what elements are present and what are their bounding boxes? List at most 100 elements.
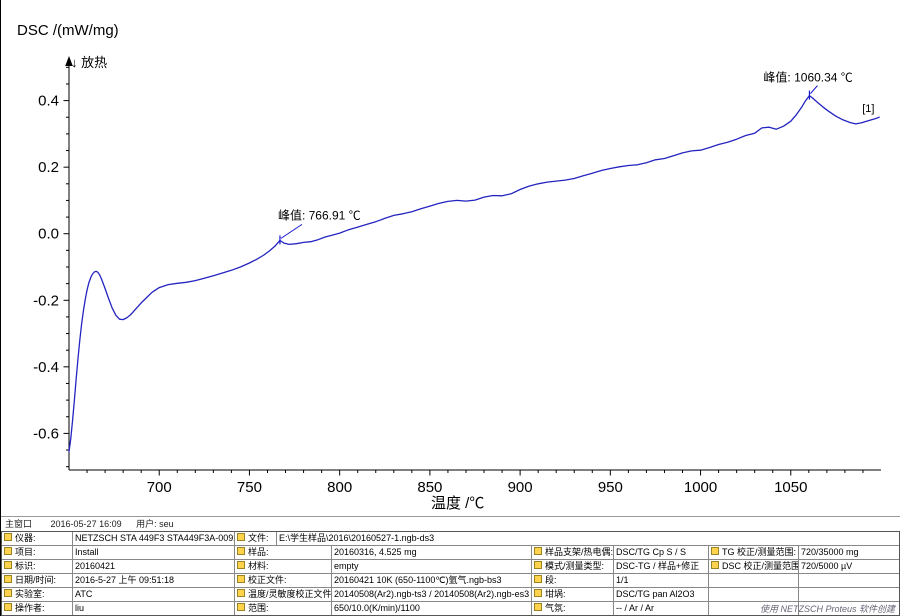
software-credit: 使用 NETZSCH Proteus 软件创建 [759,604,895,614]
footer-row: 项目: Install 样品: 20160316, 4.525 mg 样品支架/… [2,545,899,559]
field-value: DSC/TG Cp S / S [613,546,708,559]
dsc-chart: 700 750 800 850 900 950 1000 1050 0.4 0.2 0.0 -0.2 -… [33,56,881,496]
file-value: E:\学生样品\2016\20160527-1.ngb-ds3 [276,532,899,545]
field-label-cell: 材料: [234,560,331,573]
field-icon [4,533,12,541]
peak-leader-line [280,223,303,239]
field-label-cell [708,574,798,587]
field-label-cell: 项目: [2,546,72,559]
field-value: -- / Ar / Ar [613,602,708,615]
field-label-cell: 校正文件: [234,574,331,587]
field-icon [4,547,12,555]
field-label: 材料: [248,561,269,571]
field-label-cell: 温度/灵敏度校正文件: [234,588,331,601]
field-icon [711,561,719,569]
field-value: 720/5000 µV [798,560,899,573]
footer-row: 实验室: ATC 温度/灵敏度校正文件: 20140508(Ar2).ngb-t… [2,587,899,601]
field-value: 650/10.0(K/min)/1100 [331,602,531,615]
footer-header-row: 仪器: NETZSCH STA 449F3 STA449F3A-0092-M 文… [2,532,899,545]
y-tick-label: 0.0 [38,226,59,243]
field-icon [237,561,245,569]
field-value: 1/1 [613,574,708,587]
field-value: 20160316, 4.525 mg [331,546,531,559]
field-label: 样品支架/热电偶: [545,547,613,557]
field-icon [534,603,542,611]
field-label: 范围: [248,603,269,613]
field-label: 标识: [15,561,36,571]
field-label: 校正文件: [248,575,287,585]
footer-row: 日期/时间: 2016-5-27 上午 09:51:18 校正文件: 20160… [2,573,899,587]
field-label-cell [708,588,798,601]
instrument-label-cell: 仪器: [2,532,72,545]
field-label: 温度/灵敏度校正文件: [248,589,331,599]
field-icon [711,547,719,555]
y-axis-title: DSC /(mW/mg) [17,22,119,39]
y-tick-label: 0.2 [38,159,59,176]
field-label: 操作者: [15,603,45,613]
field-value: ATC [72,588,234,601]
field-icon [237,603,245,611]
curve-index-label: [1] [862,103,874,115]
status-window-label: 主窗口 [5,519,33,529]
field-label-cell: 范围: [234,602,331,615]
field-value: empty [331,560,531,573]
field-icon [237,547,245,555]
field-label-cell: TG 校正/测量范围: [708,546,798,559]
field-icon [4,603,12,611]
x-tick-label: 1050 [774,479,807,496]
field-value [798,602,899,615]
y-tick-label: -0.6 [33,425,59,442]
field-label-cell: 模式/测量类型: [531,560,613,573]
instrument-value: NETZSCH STA 449F3 STA449F3A-0092-M [72,532,234,545]
status-timestamp: 2016-05-27 16:09 [50,519,122,529]
x-tick-label: 700 [147,479,172,496]
field-value: liu [72,602,234,615]
peak-leader-line [810,85,818,94]
y-tick-label: 0.4 [38,93,59,110]
field-value: 20160421 [72,560,234,573]
field-label-cell: 操作者: [2,602,72,615]
field-label: 仪器: [15,533,36,543]
field-label: 模式/测量类型: [545,561,605,571]
file-label-cell: 文件: [234,532,276,545]
field-label: 实验室: [15,589,45,599]
x-tick-label: 950 [598,479,623,496]
x-tick-label: 850 [417,479,442,496]
field-value [798,574,899,587]
field-label-cell: 日期/时间: [2,574,72,587]
field-value: 720/35000 mg [798,546,899,559]
field-label-cell: 样品: [234,546,331,559]
field-value: DSC-TG / 样品+修正 [613,560,708,573]
status-user: 用户: seu [136,519,174,529]
field-value: 20140508(Ar2).ngb-ts3 / 20140508(Ar2).ng… [331,588,531,601]
field-icon [237,575,245,583]
x-tick-label: 750 [237,479,262,496]
peak-annotation-label: 峰值: 766.91 ℃ [278,207,361,222]
dsc-curve [68,94,880,453]
field-icon [237,589,245,597]
status-bar: 主窗口 2016-05-27 16:09 用户: seu [1,516,900,531]
field-icon [4,589,12,597]
exo-direction-label: ↓ 放热 [71,55,108,70]
x-tick-label: 1000 [684,479,717,496]
field-value: Install [72,546,234,559]
peak-annotation-label: 峰值: 1060.34 ℃ [763,70,852,85]
field-label: 段: [545,575,557,585]
field-value: 20160421 10K (650-1100℃)氩气.ngb-bs3 [331,574,531,587]
y-tick-label: -0.2 [33,292,59,309]
field-label-cell [708,602,798,615]
field-label: DSC 校正/测量范围: [722,561,798,571]
field-label-cell: 坩埚: [531,588,613,601]
field-label-cell: 实验室: [2,588,72,601]
field-label-cell: 段: [531,574,613,587]
field-icon [4,575,12,583]
field-label: 文件: [248,533,269,543]
field-icon [534,561,542,569]
field-label-cell: DSC 校正/测量范围: [708,560,798,573]
field-value: 2016-5-27 上午 09:51:18 [72,574,234,587]
field-label-cell: 样品支架/热电偶: [531,546,613,559]
x-axis-title: 温度 /℃ [431,495,485,512]
field-label-cell: 标识: [2,560,72,573]
field-value: DSC/TG pan Al2O3 [613,588,708,601]
field-label: 气氛: [545,603,566,613]
